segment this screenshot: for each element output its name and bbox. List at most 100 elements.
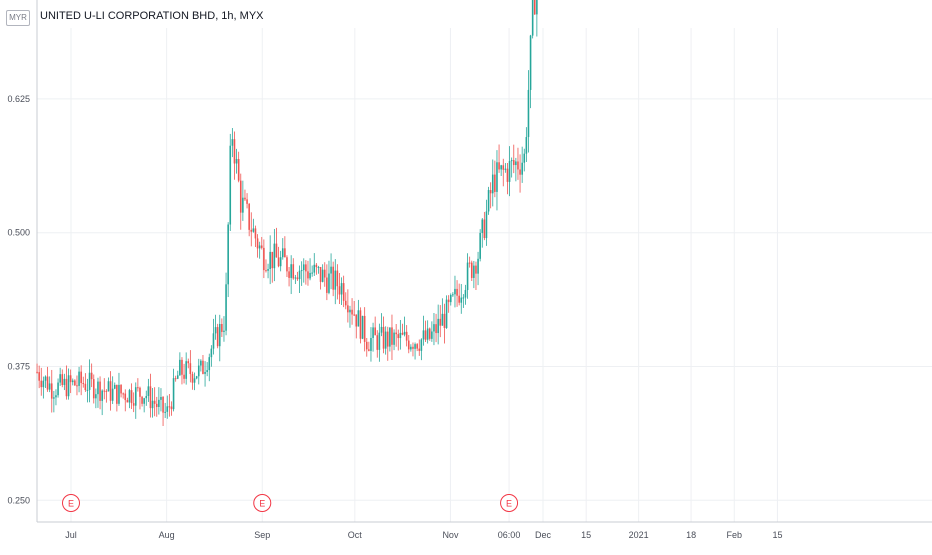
candle [309,272,311,279]
candle [256,238,259,249]
candle [145,395,148,399]
candle [380,326,383,333]
candle [470,262,473,278]
earnings-marker[interactable] [62,494,80,512]
candle [420,339,423,351]
candle [267,268,269,271]
candle [422,330,425,340]
chart-title: UNITED U-LI CORPORATION BHD, 1h, MYX [40,10,264,22]
candle [82,383,85,385]
candle [189,363,192,375]
candle [101,390,103,401]
candle [248,203,250,230]
candle [372,327,374,338]
candle [519,169,521,175]
candle [353,314,355,316]
candle [86,389,89,391]
x-tick-label: Feb [727,530,743,540]
candle [69,375,72,383]
earnings-marker[interactable] [500,494,519,512]
candle [462,297,465,299]
candle [321,269,324,282]
candle [107,381,110,392]
candle [277,257,280,267]
candle [395,332,397,335]
candle [302,264,305,271]
candle [330,266,332,274]
candle [212,333,215,349]
candle [250,229,253,232]
candle [286,257,288,272]
x-tick-label: Nov [442,530,459,540]
candle [48,383,51,390]
candle [84,383,87,391]
candle [378,332,381,350]
candle [120,384,122,394]
candle [214,327,217,334]
candle [397,334,400,339]
currency-tag[interactable]: MYR [6,10,30,26]
candle [393,332,395,345]
candle [258,245,261,249]
candle [71,380,74,383]
candle [80,371,82,384]
candle [458,295,460,303]
candle [179,359,181,376]
candle [351,309,353,315]
candle [155,403,158,407]
candle [399,332,402,339]
candle [363,315,366,342]
candle [468,262,471,264]
candle [57,382,59,396]
candle [527,89,530,138]
candle [443,313,446,328]
candle [481,219,484,233]
candle [239,180,242,213]
y-tick-label: 0.500 [7,228,30,238]
candle [525,137,528,154]
candle [370,337,372,351]
candle [523,153,526,163]
candle [410,346,412,350]
candle [313,264,316,273]
candle [342,283,345,301]
candle [204,371,206,374]
candle [508,160,511,182]
candle [195,376,198,379]
candle [139,387,141,397]
candle [336,270,339,287]
candle [147,386,150,396]
candle [181,359,183,375]
candle [332,266,334,290]
candle [76,385,78,387]
y-tick-label: 0.375 [7,362,30,372]
candle [44,376,47,381]
candle [347,305,349,313]
candle [97,381,99,395]
candle [191,374,194,383]
candle [504,168,507,170]
candle [197,365,200,377]
candle [55,395,57,398]
candle [349,309,351,313]
candle [65,378,68,397]
candle [439,318,442,326]
candle [132,403,135,406]
candle [491,174,494,194]
candle [449,294,452,303]
candle [235,158,238,164]
candle [374,327,376,336]
candle [221,324,223,332]
candle [279,257,282,267]
candle [456,288,458,296]
candle [36,371,38,373]
earnings-marker[interactable] [253,494,272,512]
candle [326,277,328,293]
candle [126,400,129,403]
candle [254,228,257,239]
candle [494,174,496,192]
candle [536,0,538,15]
candle [454,288,456,295]
